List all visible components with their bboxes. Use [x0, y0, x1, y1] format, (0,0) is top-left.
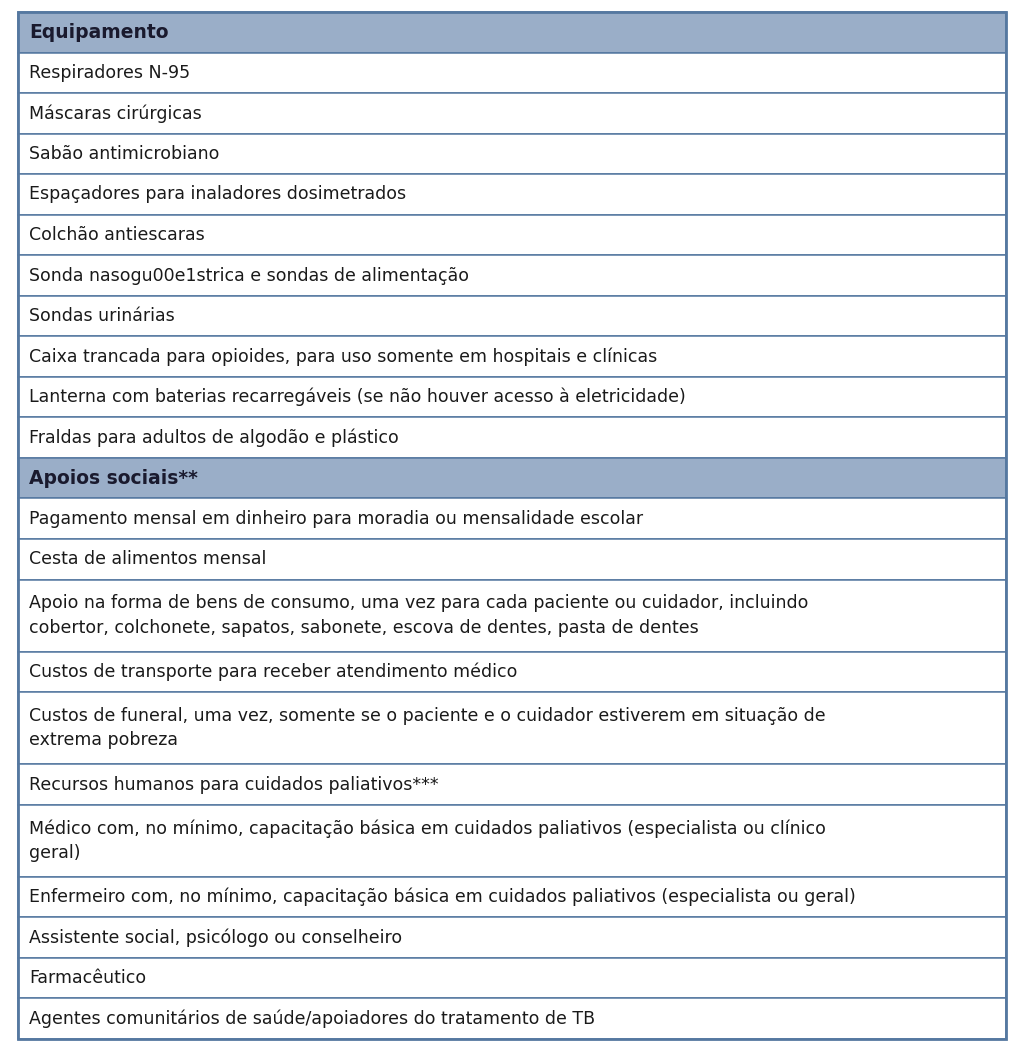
Text: Apoios sociais**: Apoios sociais**: [29, 469, 198, 488]
Bar: [18, 53, 1006, 94]
Text: Sondas urinárias: Sondas urinárias: [29, 307, 175, 325]
Bar: [18, 498, 1006, 539]
Text: Médico com, no mínimo, capacitação básica em cuidados paliativos (especialista o: Médico com, no mínimo, capacitação básic…: [29, 820, 826, 862]
Bar: [18, 539, 1006, 579]
Bar: [18, 377, 1006, 417]
Bar: [18, 458, 1006, 498]
Text: Sonda nasogu00e1strica e sondas de alimentação: Sonda nasogu00e1strica e sondas de alime…: [29, 267, 469, 285]
Bar: [18, 214, 1006, 255]
Bar: [18, 693, 1006, 764]
Bar: [18, 579, 1006, 652]
Bar: [18, 417, 1006, 458]
Text: Equipamento: Equipamento: [29, 23, 169, 42]
Bar: [18, 133, 1006, 174]
Bar: [18, 12, 1006, 53]
Text: Farmacêutico: Farmacêutico: [29, 969, 146, 987]
Bar: [18, 174, 1006, 214]
Text: Custos de funeral, uma vez, somente se o paciente e o cuidador estiverem em situ: Custos de funeral, uma vez, somente se o…: [29, 707, 825, 749]
Text: Caixa trancada para opioides, para uso somente em hospitais e clínicas: Caixa trancada para opioides, para uso s…: [29, 347, 657, 366]
Text: Espaçadores para inaladores dosimetrados: Espaçadores para inaladores dosimetrados: [29, 185, 407, 204]
Text: Lanterna com baterias recarregáveis (se não houver acesso à eletricidade): Lanterna com baterias recarregáveis (se …: [29, 388, 686, 407]
Text: Recursos humanos para cuidados paliativos***: Recursos humanos para cuidados paliativo…: [29, 776, 438, 794]
Text: Fraldas para adultos de algodão e plástico: Fraldas para adultos de algodão e plásti…: [29, 429, 398, 447]
Bar: [18, 805, 1006, 877]
Bar: [18, 652, 1006, 693]
Bar: [18, 877, 1006, 918]
Bar: [18, 94, 1006, 133]
Text: Agentes comunitários de saúde/apoiadores do tratamento de TB: Agentes comunitários de saúde/apoiadores…: [29, 1009, 595, 1028]
Bar: [18, 336, 1006, 377]
Text: Sabão antimicrobiano: Sabão antimicrobiano: [29, 145, 219, 163]
Bar: [18, 295, 1006, 336]
Text: Respiradores N-95: Respiradores N-95: [29, 64, 190, 82]
Text: Cesta de alimentos mensal: Cesta de alimentos mensal: [29, 551, 266, 569]
Text: Assistente social, psicólogo ou conselheiro: Assistente social, psicólogo ou conselhe…: [29, 928, 402, 947]
Text: Custos de transporte para receber atendimento médico: Custos de transporte para receber atendi…: [29, 662, 517, 681]
Bar: [18, 764, 1006, 805]
Text: Colchão antiescaras: Colchão antiescaras: [29, 226, 205, 244]
Bar: [18, 255, 1006, 295]
Text: Enfermeiro com, no mínimo, capacitação básica em cuidados paliativos (especialis: Enfermeiro com, no mínimo, capacitação b…: [29, 888, 856, 906]
Text: Máscaras cirúrgicas: Máscaras cirúrgicas: [29, 104, 202, 123]
Text: Apoio na forma de bens de consumo, uma vez para cada paciente ou cuidador, inclu: Apoio na forma de bens de consumo, uma v…: [29, 595, 808, 637]
Text: Pagamento mensal em dinheiro para moradia ou mensalidade escolar: Pagamento mensal em dinheiro para moradi…: [29, 510, 643, 528]
Bar: [18, 918, 1006, 957]
Bar: [18, 998, 1006, 1039]
Bar: [18, 957, 1006, 998]
